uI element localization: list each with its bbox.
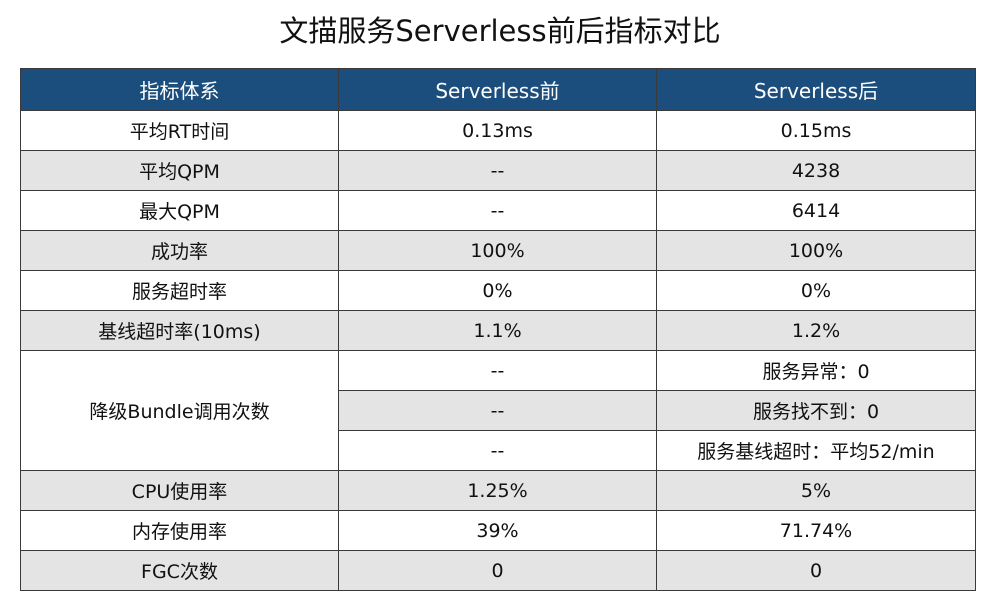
comparison-table: 指标体系 Serverless前 Serverless后 平均RT时间 0.13ms 0… — [20, 68, 976, 591]
row-label: CPU使用率 — [20, 470, 339, 511]
value-cell: 0 — [338, 550, 657, 591]
value-cell: 0% — [338, 270, 657, 311]
value-cell: -- — [338, 390, 657, 431]
value-cell: 0.13ms — [338, 110, 657, 151]
value-cell: -- — [338, 190, 657, 231]
table-row: -- 服务找不到：0 — [21, 390, 976, 431]
table-row: 最大QPM -- 6414 — [20, 190, 976, 231]
row-label: 平均RT时间 — [20, 110, 339, 151]
header-cell: 指标体系 — [20, 68, 339, 111]
row-label: 降级Bundle调用次数 — [20, 350, 339, 471]
value-cell: 6414 — [656, 190, 976, 231]
table-row: -- 服务基线超时：平均52/min — [21, 430, 976, 471]
table-row: 成功率 100% 100% — [20, 230, 976, 271]
title: 文描服务Serverless前后指标对比 — [279, 14, 721, 48]
table-row: 平均RT时间 0.13ms 0.15ms — [20, 110, 976, 151]
row-label: 服务超时率 — [20, 270, 339, 311]
value-cell: 服务基线超时：平均52/min — [656, 430, 976, 471]
table-row: 服务超时率 0% 0% — [20, 270, 976, 311]
value-cell: 0% — [656, 270, 976, 311]
value-cell: 服务异常：0 — [656, 350, 976, 391]
value-cell: 0.15ms — [656, 110, 976, 151]
value-cell: 71.74% — [656, 510, 976, 551]
row-label: 基线超时率(10ms) — [20, 310, 339, 351]
row-label: 平均QPM — [20, 150, 339, 191]
value-cell: 4238 — [656, 150, 976, 191]
value-cell: 39% — [338, 510, 657, 551]
header-row: 指标体系 Serverless前 Serverless后 — [20, 68, 976, 111]
value-cell: -- — [338, 430, 657, 471]
table-row: 内存使用率 39% 71.74% — [20, 510, 976, 551]
value-cell: 100% — [338, 230, 657, 271]
value-cell: 1.2% — [656, 310, 976, 351]
value-cell: 1.25% — [338, 470, 657, 511]
value-cell: 服务找不到：0 — [656, 390, 976, 431]
value-cell: -- — [338, 150, 657, 191]
value-cell: 100% — [656, 230, 976, 271]
value-cell: 0 — [656, 550, 976, 591]
header-cell: Serverless前 — [338, 68, 657, 111]
table-row: 降级Bundle调用次数 -- 服务异常：0 — [20, 350, 976, 471]
table-row: 平均QPM -- 4238 — [20, 150, 976, 191]
table-row: FGC次数 0 0 — [20, 550, 976, 591]
row-label: FGC次数 — [20, 550, 339, 591]
value-cell: 1.1% — [338, 310, 657, 351]
row-label: 内存使用率 — [20, 510, 339, 551]
value-cell: -- — [338, 350, 657, 391]
table-row: 基线超时率(10ms) 1.1% 1.2% — [20, 310, 976, 351]
value-cell: 5% — [656, 470, 976, 511]
row-label: 最大QPM — [20, 190, 339, 231]
row-label: 成功率 — [20, 230, 339, 271]
header-cell: Serverless后 — [656, 68, 976, 111]
table-row: CPU使用率 1.25% 5% — [20, 470, 976, 511]
